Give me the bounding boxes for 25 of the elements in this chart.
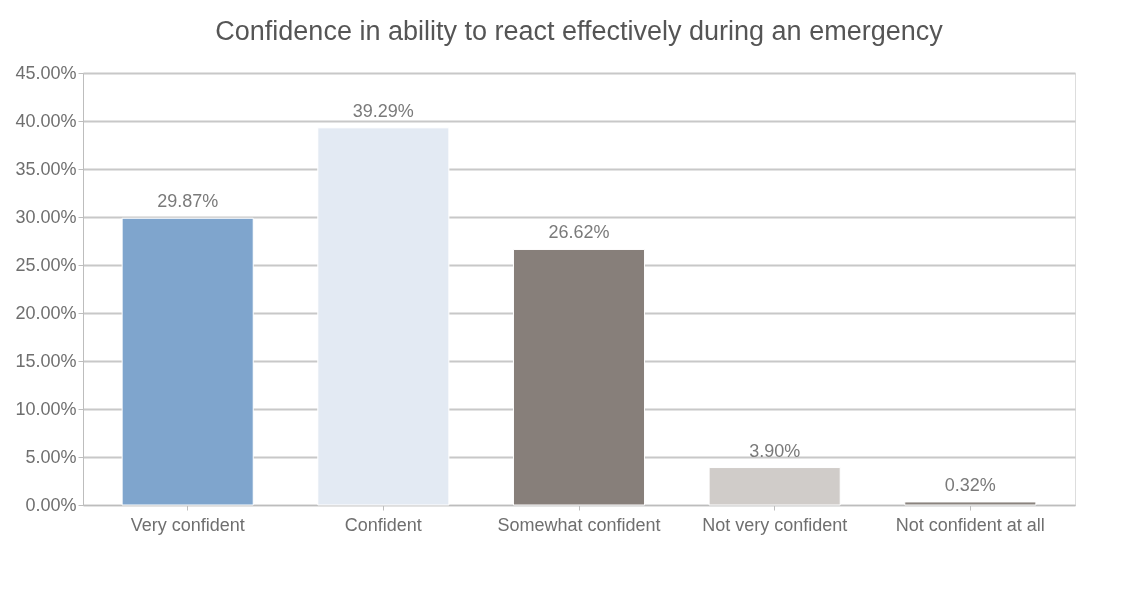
bar	[904, 501, 1037, 506]
y-tick-label: 5.00%	[25, 446, 77, 467]
bar	[512, 248, 646, 506]
data-label: 39.29%	[352, 100, 414, 121]
y-tick-label: 10.00%	[15, 398, 77, 419]
y-tick-label: 25.00%	[15, 254, 77, 275]
x-tick-label: Confident	[344, 514, 422, 535]
y-tick-label: 0.00%	[25, 494, 77, 515]
x-tick-label: Very confident	[130, 514, 245, 535]
y-tick-label: 20.00%	[15, 302, 77, 323]
y-tick-label: 30.00%	[15, 206, 77, 227]
data-label: 26.62%	[548, 222, 610, 243]
chart-title: Confidence in ability to react effectively during an emergency	[215, 16, 944, 46]
data-label: 29.87%	[157, 191, 219, 212]
bar	[121, 217, 254, 506]
x-tick-label: Somewhat confident	[497, 514, 661, 535]
data-label: 0.32%	[944, 474, 996, 495]
y-tick-label: 35.00%	[15, 158, 77, 179]
x-tick-label: Not confident at all	[895, 514, 1045, 535]
data-label: 3.90%	[749, 440, 801, 461]
bar	[317, 127, 450, 506]
y-tick-label: 45.00%	[15, 62, 77, 83]
y-tick-label: 15.00%	[15, 350, 77, 371]
x-tick-label: Not very confident	[702, 514, 848, 535]
y-tick-label: 40.00%	[15, 110, 77, 131]
